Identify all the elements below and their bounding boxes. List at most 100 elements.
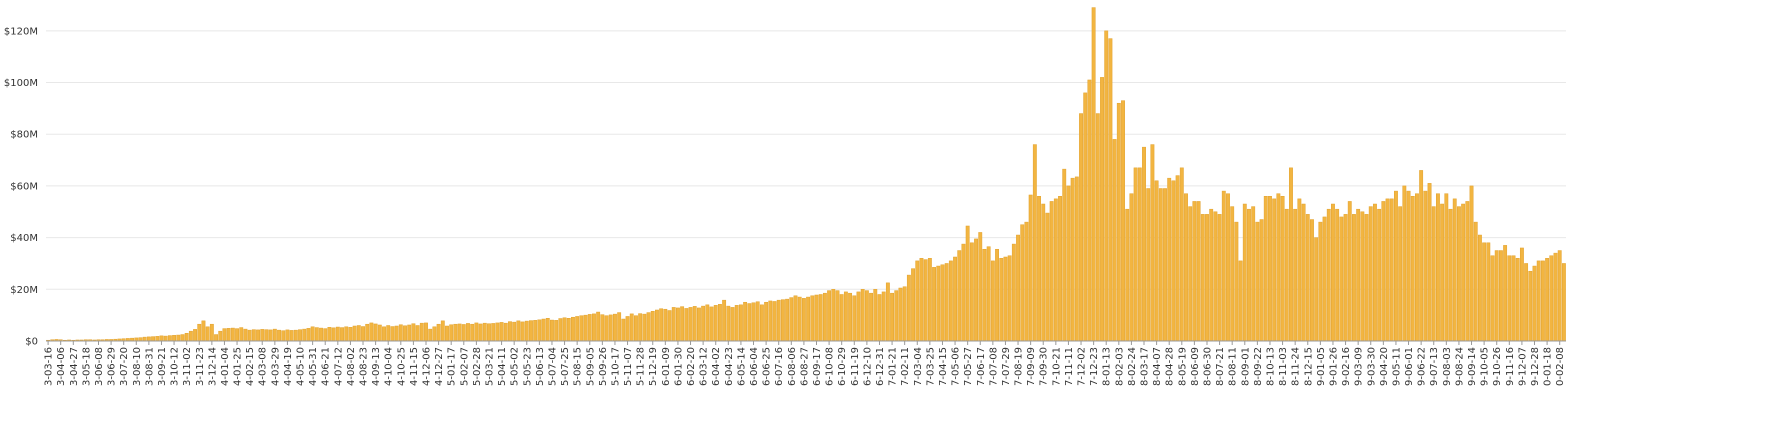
x-tick-label: 3-08-10 xyxy=(132,347,143,386)
x-tick-label: 5-08-15 xyxy=(573,347,584,386)
bar xyxy=(1356,208,1361,342)
bar xyxy=(1238,260,1243,342)
bar xyxy=(1373,203,1377,342)
bar xyxy=(230,327,235,342)
bar xyxy=(1142,146,1146,342)
bar xyxy=(680,306,685,342)
bar xyxy=(1289,167,1293,342)
bar xyxy=(759,304,764,342)
x-tick-label: 5-01-17 xyxy=(447,347,458,386)
bar xyxy=(1515,258,1520,342)
bar xyxy=(885,282,890,342)
x-tick-label: 7-09-09 xyxy=(1026,347,1037,386)
bar xyxy=(1431,206,1436,342)
x-tick-label: 6-06-25 xyxy=(762,347,773,386)
bar xyxy=(634,315,638,342)
bar xyxy=(613,313,617,342)
x-tick-label: 5-06-13 xyxy=(535,347,546,386)
x-tick-label: 6-03-12 xyxy=(699,347,710,386)
bar xyxy=(625,316,630,342)
bar xyxy=(1095,113,1100,342)
bar xyxy=(932,267,936,342)
x-tick-label: 8-11-24 xyxy=(1291,347,1302,386)
bar xyxy=(1305,214,1310,342)
bar xyxy=(898,287,903,342)
bar xyxy=(831,289,836,342)
x-tick-label: 4-08-23 xyxy=(359,347,370,386)
x-tick-label: 6-06-04 xyxy=(749,347,760,386)
x-tick-label: 4-10-04 xyxy=(384,347,395,386)
x-tick-label: 8-04-28 xyxy=(1165,347,1176,386)
bar xyxy=(214,334,218,342)
bar xyxy=(356,325,361,342)
bar xyxy=(285,329,290,342)
bar xyxy=(709,306,714,342)
bar xyxy=(1011,243,1016,342)
x-tick-label: 6-10-29 xyxy=(837,347,848,386)
bar xyxy=(1062,168,1067,342)
bar xyxy=(277,329,281,342)
bar xyxy=(1070,177,1075,342)
bar xyxy=(1561,263,1566,342)
bar xyxy=(655,309,659,342)
x-tick-label: 8-01-13 xyxy=(1102,347,1113,386)
bar xyxy=(209,323,214,342)
bar xyxy=(801,298,806,342)
bar xyxy=(717,304,722,342)
bar xyxy=(1188,206,1193,342)
bar xyxy=(1091,7,1096,342)
bar xyxy=(558,318,563,342)
bar xyxy=(1490,255,1495,342)
bar xyxy=(1377,208,1382,342)
x-tick-label: 6-07-16 xyxy=(774,347,785,386)
x-tick-label: 5-10-17 xyxy=(610,347,621,386)
bar xyxy=(1032,144,1037,342)
bar xyxy=(764,301,769,342)
bar xyxy=(1444,193,1449,342)
bar xyxy=(1003,256,1008,342)
bar xyxy=(218,330,223,342)
bar xyxy=(1452,198,1457,342)
x-tick-label: 8-10-13 xyxy=(1265,347,1276,386)
bar xyxy=(780,299,785,342)
bar xyxy=(684,308,689,342)
bar xyxy=(1440,203,1445,342)
bar xyxy=(1498,250,1503,342)
bar xyxy=(1335,208,1340,342)
bar xyxy=(331,327,336,342)
bar xyxy=(302,328,307,342)
bar xyxy=(705,304,710,342)
bar xyxy=(1053,198,1058,342)
bar xyxy=(1108,38,1113,342)
bar xyxy=(142,336,147,342)
bar xyxy=(411,323,416,342)
x-tick-label: 7-01-21 xyxy=(888,347,899,386)
bar xyxy=(1024,221,1029,342)
bar xyxy=(281,330,286,342)
x-tick-label: 9-03-30 xyxy=(1366,347,1377,386)
bar xyxy=(524,320,529,342)
x-tick-label: 6-05-14 xyxy=(736,347,747,386)
bar xyxy=(1427,183,1432,342)
bar xyxy=(1049,201,1054,342)
x-tick-label: 8-03-17 xyxy=(1140,347,1151,386)
bar xyxy=(365,323,370,342)
x-tick-label: 3-11-02 xyxy=(182,347,193,386)
bar xyxy=(508,321,512,342)
x-tick-label: 9-07-13 xyxy=(1429,347,1440,386)
bar xyxy=(310,326,315,342)
bar xyxy=(1280,196,1285,342)
x-tick-label: 5-02-28 xyxy=(472,347,483,386)
x-tick-label: 7-06-17 xyxy=(976,347,987,386)
bar xyxy=(1549,255,1554,342)
bar xyxy=(730,307,735,342)
bar xyxy=(499,322,504,342)
x-tick-label: 7-10-21 xyxy=(1051,347,1062,386)
bar xyxy=(1381,201,1386,342)
bar xyxy=(226,328,231,342)
x-tick-label: 4-02-15 xyxy=(245,347,256,386)
bar xyxy=(571,316,575,342)
bar xyxy=(839,294,844,342)
bar xyxy=(176,334,181,342)
x-tick-label: 7-11-11 xyxy=(1064,347,1075,386)
